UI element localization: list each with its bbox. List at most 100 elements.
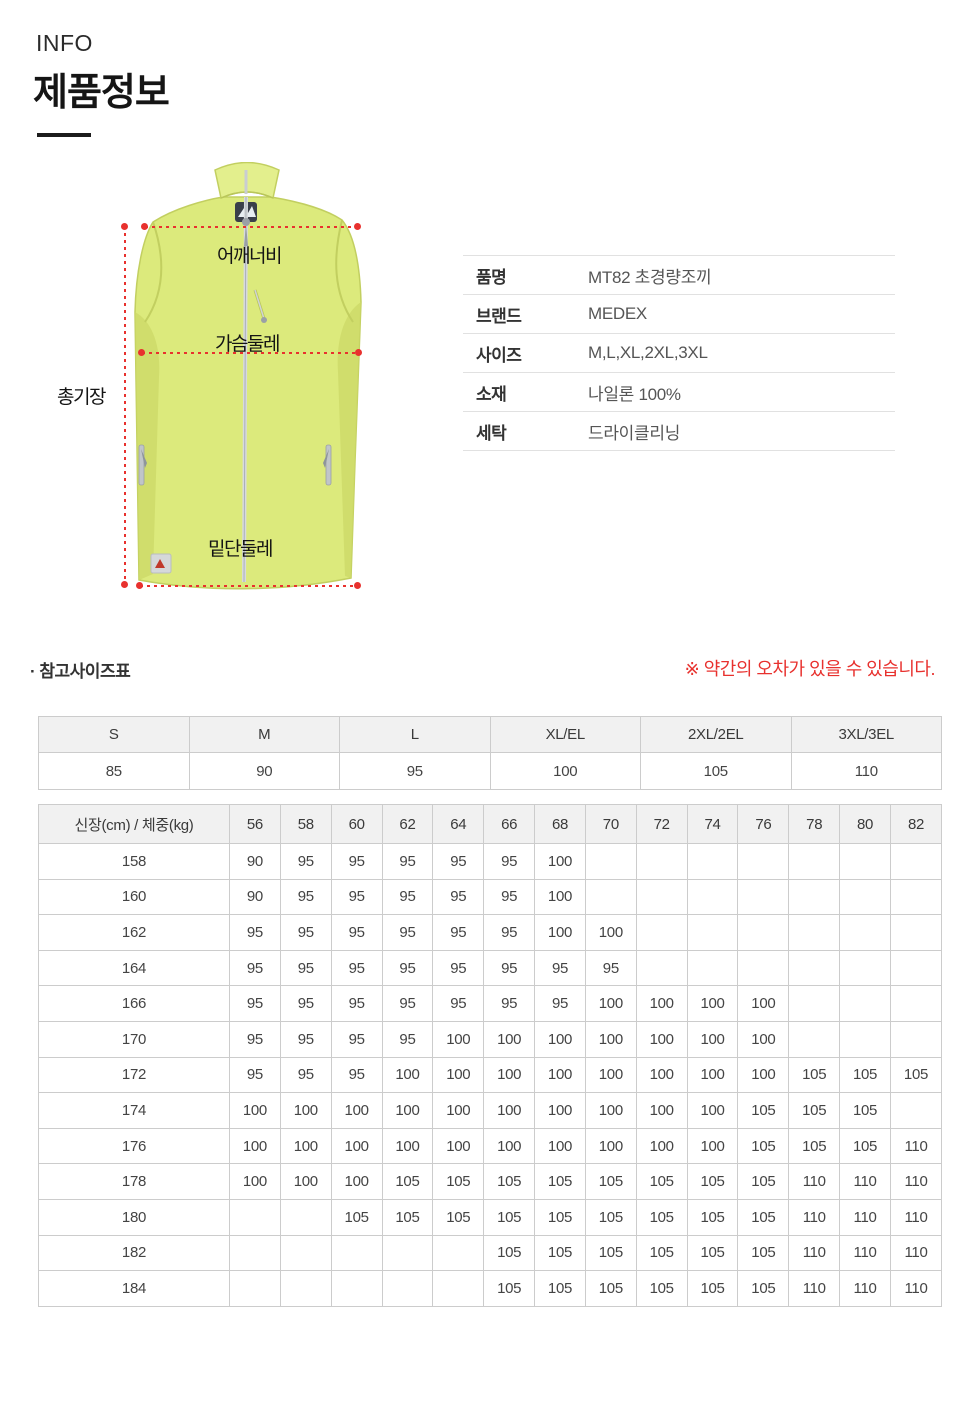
matrix-size-cell: 100 [432,1056,485,1094]
matrix-size-cell: 105 [788,1127,841,1165]
matrix-size-cell [279,1234,332,1272]
matrix-size-cell: 100 [381,1056,434,1094]
matrix-row: 170 95 95 95 95 100 100 100 100 100 100 100 [38,1020,943,1058]
matrix-size-cell: 100 [686,1127,739,1165]
matrix-size-cell [889,1020,943,1058]
matrix-body: 158 90 95 95 95 95 95 100 160 90 95 95 95 95 95 100 162 9… [38,843,943,1307]
mountain-logo-icon [238,206,256,217]
matrix-row: 160 90 95 95 95 95 95 100 [38,878,943,916]
spec-row: 세탁 드라이클리닝 [463,411,895,451]
size-value-cell: 90 [188,752,340,790]
matrix-height-cell: 174 [38,1092,230,1129]
matrix-size-cell: 105 [534,1234,586,1272]
matrix-size-cell [788,914,841,951]
matrix-size-cell: 105 [534,1198,586,1236]
matrix-size-cell [686,843,739,880]
matrix-size-cell: 105 [839,1127,891,1165]
size-value-cell: 85 [38,752,190,790]
vest-side-panel-right [337,302,361,578]
size-header-cell: M [188,716,340,753]
matrix-weight-header-cell: 72 [635,804,688,844]
matrix-size-cell: 95 [330,878,383,916]
matrix-weight-header-cell: 66 [483,804,536,844]
matrix-height-cell: 170 [38,1020,230,1058]
matrix-size-cell [788,949,841,987]
measure-dot [354,223,361,230]
matrix-corner-cell: 신장(cm) / 체중(kg) [38,804,230,844]
chest-girth-label: 가슴둘레 [215,334,280,355]
matrix-size-cell: 100 [584,1092,637,1129]
size-value-cell: 110 [790,752,942,790]
measure-dot [354,582,361,589]
matrix-size-cell [229,1234,281,1272]
vest-body [134,196,362,590]
matrix-height-cell: 178 [38,1163,230,1200]
height-weight-size-matrix: 신장(cm) / 체중(kg) 56 58 60 62 64 66 68 70 72 74 76 78 8… [38,804,943,1307]
matrix-weight-header-cell: 76 [737,804,790,844]
matrix-size-cell: 110 [889,1270,943,1307]
matrix-height-cell: 172 [38,1056,230,1094]
matrix-size-cell: 105 [381,1163,434,1200]
matrix-size-cell [635,914,688,951]
matrix-size-cell: 105 [635,1163,688,1200]
matrix-size-cell [737,878,790,916]
spec-value: 나일론 100% [588,384,681,404]
matrix-size-cell: 105 [839,1056,891,1094]
size-table-value-row: 85 90 95 100 105 110 [38,752,942,790]
matrix-size-cell: 100 [534,843,586,880]
matrix-weight-header-cell: 64 [432,804,485,844]
matrix-weight-header-cell: 60 [330,804,383,844]
matrix-size-cell: 110 [889,1163,943,1200]
matrix-size-cell: 100 [686,985,739,1022]
matrix-size-cell: 105 [483,1163,536,1200]
matrix-size-cell [635,878,688,916]
spec-label: 세탁 [476,423,507,443]
spec-row: 품명 MT82 초경량조끼 [463,255,895,294]
matrix-size-cell: 100 [483,1020,536,1058]
matrix-size-cell: 105 [686,1198,739,1236]
size-table-header-row: S M L XL/EL 2XL/2EL 3XL/3EL [38,716,942,753]
size-value-cell: 100 [489,752,641,790]
matrix-size-cell: 110 [839,1163,891,1200]
size-table-caption: · 참고사이즈표 [30,662,131,681]
size-value-cell: 95 [339,752,491,790]
matrix-height-cell: 166 [38,985,230,1022]
matrix-size-cell [889,1092,943,1129]
matrix-size-cell: 105 [584,1198,637,1236]
matrix-size-cell: 105 [686,1234,739,1272]
shoulder-measure-line [145,226,358,228]
matrix-weight-header-cell: 68 [534,804,586,844]
matrix-size-cell: 100 [432,1092,485,1129]
product-figure: 어깨너비 가슴둘레 총기장 밑단둘레 [0,160,470,630]
matrix-size-cell: 105 [737,1127,790,1165]
matrix-size-cell [889,914,943,951]
matrix-size-cell: 100 [686,1020,739,1058]
matrix-size-cell: 110 [788,1270,841,1307]
matrix-row: 158 90 95 95 95 95 95 100 [38,843,943,880]
matrix-size-cell: 95 [279,1020,332,1058]
matrix-size-cell [584,878,637,916]
matrix-size-cell: 95 [381,985,434,1022]
matrix-size-cell: 105 [381,1198,434,1236]
matrix-size-cell: 110 [839,1270,891,1307]
matrix-size-cell [432,1270,485,1307]
length-measure-line [124,226,126,585]
matrix-size-cell: 100 [483,1092,536,1129]
matrix-size-cell: 95 [483,985,536,1022]
matrix-size-cell [686,878,739,916]
matrix-size-cell: 100 [534,1020,586,1058]
matrix-size-cell: 100 [432,1127,485,1165]
matrix-weight-header-cell: 62 [381,804,434,844]
matrix-size-cell [788,1020,841,1058]
matrix-size-cell: 95 [534,985,586,1022]
measure-dot [121,223,128,230]
matrix-size-cell [686,914,739,951]
matrix-size-cell: 100 [534,878,586,916]
matrix-row: 172 95 95 95 100 100 100 100 100 100 100 100 105 105 1… [38,1056,943,1094]
matrix-size-cell: 95 [381,878,434,916]
matrix-size-cell: 95 [381,914,434,951]
total-length-label: 총기장 [57,387,106,408]
matrix-size-cell: 100 [381,1092,434,1129]
matrix-size-cell: 95 [330,1020,383,1058]
